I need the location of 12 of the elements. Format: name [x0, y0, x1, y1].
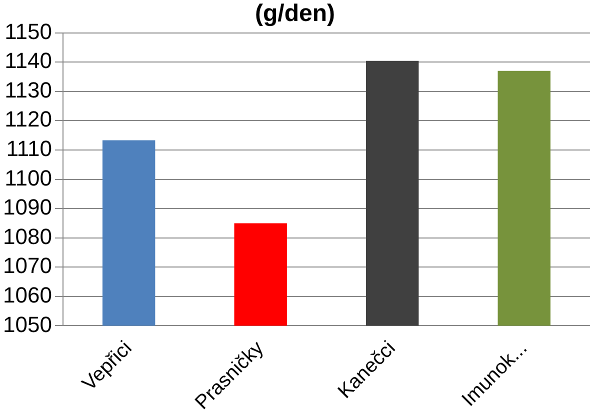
y-tick-label: 1140: [4, 48, 52, 74]
y-tick-label: 1060: [2, 282, 52, 308]
y-tick-label: 1110: [6, 136, 52, 162]
y-tick-label: 1130: [4, 77, 52, 102]
y-tick-label: 1120: [4, 106, 52, 132]
y-tick-label: 1150: [4, 18, 52, 44]
y-tick-label: 1090: [2, 194, 52, 220]
y-tick-label: 1080: [2, 224, 52, 249]
y-tick-label: 1070: [2, 253, 52, 278]
y-tick-label: 1100: [4, 165, 52, 190]
y-tick-label: 1050: [2, 312, 52, 337]
chart-title: (g/den): [255, 0, 335, 28]
